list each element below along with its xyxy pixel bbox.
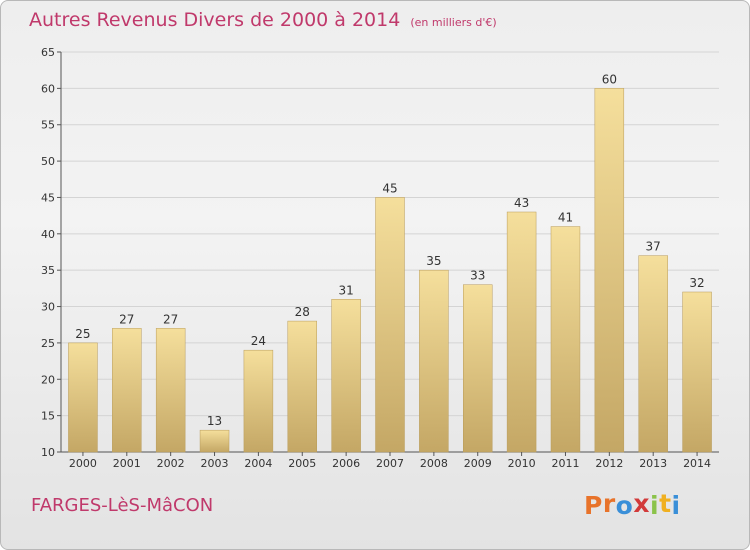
bar-2014 — [682, 291, 712, 453]
x-tick-label-2000: 2000 — [69, 457, 97, 470]
y-tick-label: 40 — [41, 228, 55, 241]
logo-letter: i — [671, 491, 681, 520]
bar-2000 — [68, 342, 98, 453]
logo-letter: i — [650, 491, 660, 520]
y-tick-label: 25 — [41, 337, 55, 350]
data-label-2006: 31 — [338, 283, 353, 297]
y-tick-label: 65 — [41, 46, 55, 59]
chart-title-text: Autres Revenus Divers de 2000 à 2014 — [29, 9, 401, 31]
bar-2013 — [638, 255, 668, 453]
x-tick-label-2008: 2008 — [420, 457, 448, 470]
x-tick-label-2012: 2012 — [595, 457, 623, 470]
x-tick-label-2011: 2011 — [551, 457, 579, 470]
x-tick-label-2003: 2003 — [201, 457, 229, 470]
x-tick-label-2014: 2014 — [683, 457, 711, 470]
y-tick-label: 60 — [41, 82, 55, 95]
x-tick-label-2013: 2013 — [639, 457, 667, 470]
data-label-2005: 28 — [295, 305, 310, 319]
logo-letter: t — [659, 489, 672, 518]
data-label-2000: 25 — [75, 327, 90, 341]
y-tick-label: 50 — [41, 155, 55, 168]
bar-2005 — [287, 320, 317, 453]
y-tick-label: 10 — [41, 446, 55, 459]
y-tick-label: 30 — [41, 301, 55, 314]
data-label-2003: 13 — [207, 414, 222, 428]
bar-2001 — [112, 328, 142, 453]
bar-2003 — [199, 429, 230, 453]
data-label-2013: 37 — [646, 240, 661, 254]
data-label-2009: 33 — [470, 269, 485, 283]
x-tick-label-2010: 2010 — [508, 457, 536, 470]
y-tick-label: 45 — [41, 191, 55, 204]
x-tick-label-2004: 2004 — [244, 457, 272, 470]
data-label-2002: 27 — [163, 312, 178, 326]
bar-2009 — [463, 284, 493, 453]
data-label-2008: 35 — [426, 254, 441, 268]
y-tick-label: 55 — [41, 119, 55, 132]
x-tick-label-2005: 2005 — [288, 457, 316, 470]
y-tick-label: 15 — [41, 410, 55, 423]
x-tick-label-2001: 2001 — [113, 457, 141, 470]
data-label-2012: 60 — [602, 72, 617, 86]
x-tick-label-2007: 2007 — [376, 457, 404, 470]
logo-letter: o — [615, 491, 634, 520]
data-label-2011: 41 — [558, 211, 573, 225]
proxiti-logo: Proxiti — [584, 489, 681, 520]
logo-letter: r — [602, 489, 616, 518]
x-tick-label-2002: 2002 — [157, 457, 185, 470]
x-tick-label-2006: 2006 — [332, 457, 360, 470]
bar-2004 — [243, 349, 274, 453]
data-label-2004: 24 — [251, 334, 266, 348]
chart-title: Autres Revenus Divers de 2000 à 2014 (en… — [29, 9, 497, 31]
logo-letter: P — [584, 491, 603, 520]
chart-unit: (en milliers d'€) — [410, 16, 497, 29]
bar-2006 — [331, 299, 361, 453]
data-label-2010: 43 — [514, 196, 529, 210]
bar-2011 — [550, 226, 581, 453]
commune-name: FARGES-LèS-MâCON — [31, 495, 214, 516]
bar-2008 — [419, 269, 449, 453]
data-label-2007: 45 — [382, 181, 397, 195]
bar-2007 — [375, 197, 405, 453]
data-label-2014: 32 — [689, 276, 704, 290]
x-tick-label-2009: 2009 — [464, 457, 492, 470]
data-label-2001: 27 — [119, 312, 134, 326]
logo-letter: x — [633, 489, 650, 518]
y-tick-label: 35 — [41, 264, 55, 277]
bar-2012 — [594, 88, 625, 453]
bar-2002 — [155, 328, 186, 453]
y-tick-label: 20 — [41, 373, 55, 386]
bar-2010 — [506, 211, 537, 453]
